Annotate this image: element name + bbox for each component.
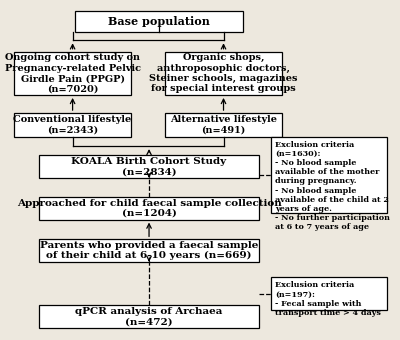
Text: qPCR analysis of Archaea
(n=472): qPCR analysis of Archaea (n=472) <box>75 307 223 326</box>
Bar <box>39 155 259 178</box>
Text: Base population: Base population <box>108 16 210 27</box>
Bar <box>39 197 259 220</box>
Bar <box>271 137 387 213</box>
Text: Approached for child faecal sample collection
(n=1204): Approached for child faecal sample colle… <box>17 199 282 218</box>
Bar <box>14 113 131 137</box>
Bar <box>14 52 131 95</box>
Text: Alternative lifestyle
(n=491): Alternative lifestyle (n=491) <box>170 115 277 135</box>
Text: Exclusion criteria
(n=1630):
- No blood sample
available of the mother
during pr: Exclusion criteria (n=1630): - No blood … <box>275 141 390 232</box>
Bar <box>39 239 259 262</box>
Text: Parents who provided a faecal sample
of their child at 6-10 years (n=669): Parents who provided a faecal sample of … <box>40 241 258 260</box>
Bar <box>74 12 243 32</box>
Bar <box>165 52 282 95</box>
Text: Ongoing cohort study on
Pregnancy-related Pelvic
Girdle Pain (PPGP)
(n=7020): Ongoing cohort study on Pregnancy-relate… <box>4 53 141 94</box>
Bar <box>165 113 282 137</box>
Text: Conventional lifestyle
(n=2343): Conventional lifestyle (n=2343) <box>14 115 132 135</box>
Text: Organic shops,
anthroposophic doctors,
Steiner schools, magazines
for special in: Organic shops, anthroposophic doctors, S… <box>149 53 298 94</box>
Text: Exclusion criteria
(n=197):
- Fecal sample with
transport time > 4 days: Exclusion criteria (n=197): - Fecal samp… <box>275 281 381 317</box>
Bar <box>39 305 259 328</box>
Bar <box>271 277 387 310</box>
Text: KOALA Birth Cohort Study
(n=2834): KOALA Birth Cohort Study (n=2834) <box>72 157 227 176</box>
